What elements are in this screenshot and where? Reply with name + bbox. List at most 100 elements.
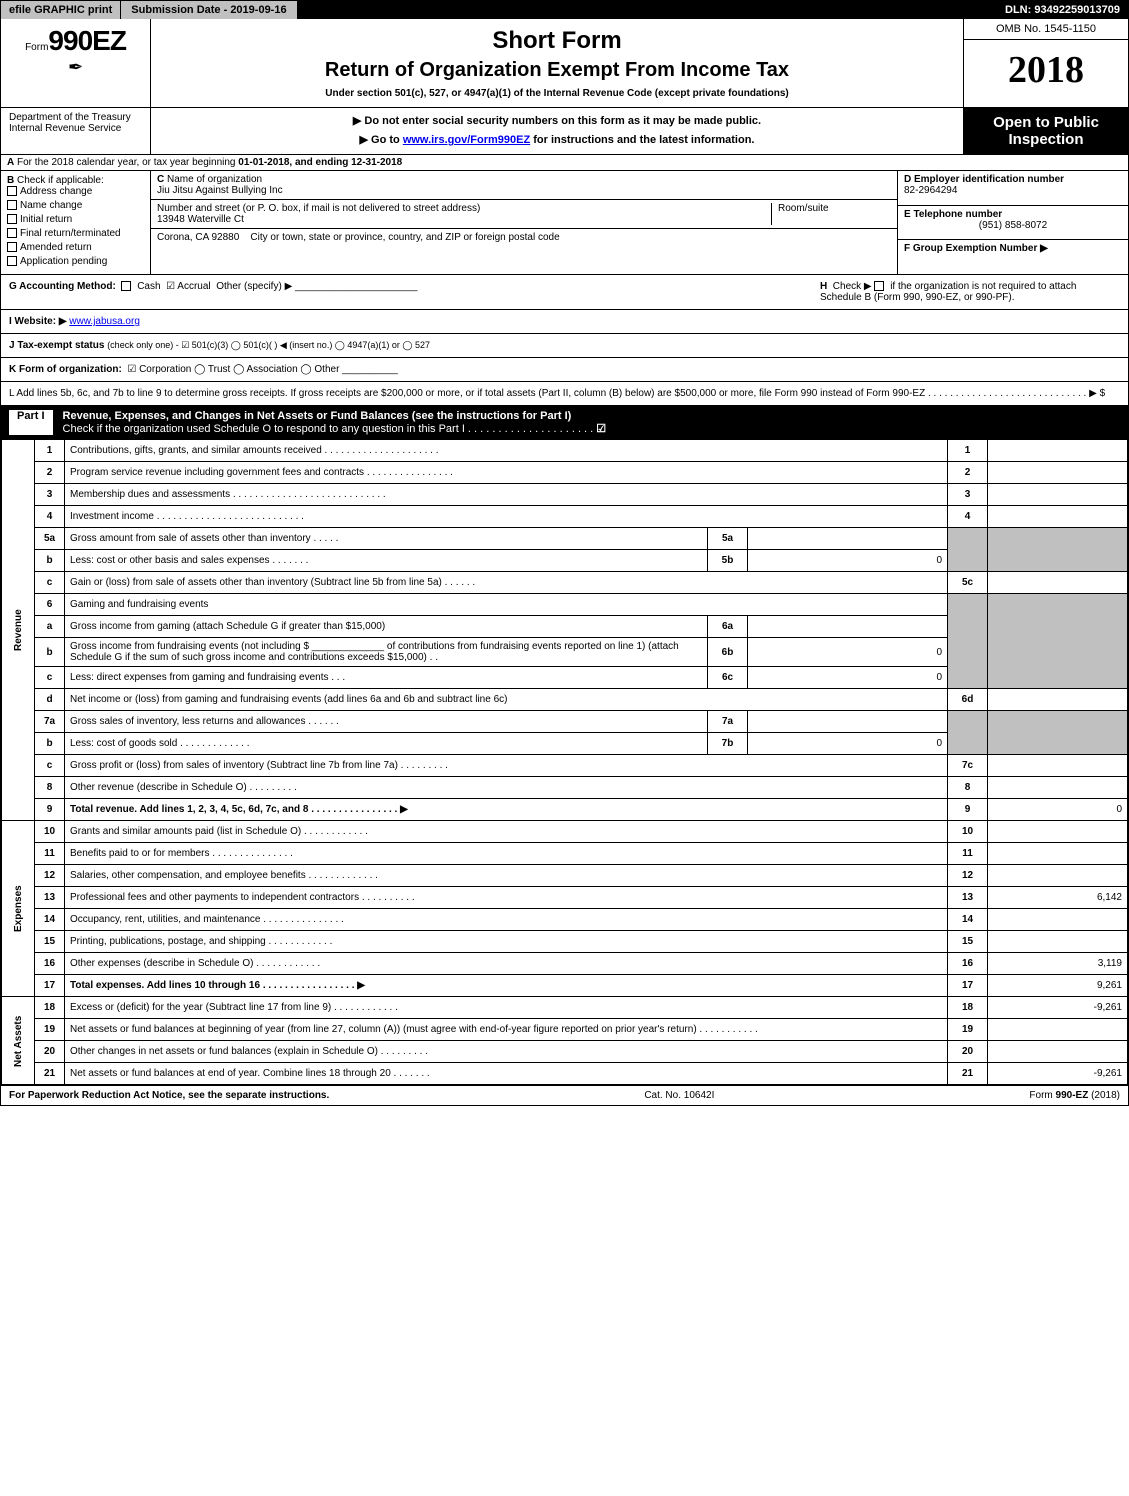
row-box: 17 — [948, 975, 988, 997]
row-amt: 9,261 — [988, 975, 1128, 997]
row-desc: Less: cost of goods sold . . . . . . . .… — [65, 733, 708, 755]
checkbox-icon[interactable] — [121, 281, 131, 291]
row-amt — [988, 1019, 1128, 1041]
row-num: 12 — [35, 865, 65, 887]
gray-cell — [988, 594, 1128, 689]
row-num: a — [35, 616, 65, 638]
row-amt — [988, 755, 1128, 777]
ein-value: 82-2964294 — [904, 185, 957, 196]
row-desc: Other expenses (describe in Schedule O) … — [65, 953, 948, 975]
row-amt — [988, 777, 1128, 799]
part-1-title: Revenue, Expenses, and Changes in Net As… — [63, 410, 572, 422]
row-desc: Contributions, gifts, grants, and simila… — [65, 440, 948, 462]
address-value: 13948 Waterville Ct — [157, 214, 244, 225]
chk-amended-return: Amended return — [20, 242, 92, 253]
checkbox-icon[interactable] — [7, 186, 17, 196]
row-box: 2 — [948, 462, 988, 484]
form-header: Form990EZ ✒ Short Form Return of Organiz… — [1, 19, 1128, 108]
row-num: 15 — [35, 931, 65, 953]
inner-box: 6a — [708, 616, 748, 638]
website-link[interactable]: www.jabusa.org — [69, 316, 140, 327]
checkbox-icon[interactable] — [7, 256, 17, 266]
row-num: 21 — [35, 1063, 65, 1085]
k-text: ☑ Corporation ◯ Trust ◯ Association ◯ Ot… — [127, 364, 339, 375]
checkbox-icon[interactable] — [874, 281, 884, 291]
row-num: 20 — [35, 1041, 65, 1063]
row-box: 12 — [948, 865, 988, 887]
row-desc: Benefits paid to or for members . . . . … — [65, 843, 948, 865]
row-desc-bold: Total revenue. Add lines 1, 2, 3, 4, 5c,… — [70, 804, 408, 815]
g-other: Other (specify) ▶ — [216, 281, 292, 292]
inner-amt: 0 — [748, 638, 948, 667]
row-amt — [988, 821, 1128, 843]
label-b: B — [7, 175, 14, 186]
row-box: 9 — [948, 799, 988, 821]
section-expenses: Expenses — [2, 821, 35, 997]
row-box: 1 — [948, 440, 988, 462]
row-num: 14 — [35, 909, 65, 931]
row-amt — [988, 931, 1128, 953]
address-label: Number and street (or P. O. box, if mail… — [157, 203, 480, 214]
row-amt: 6,142 — [988, 887, 1128, 909]
form-prefix: Form — [25, 42, 48, 53]
dept-irs: Internal Revenue Service — [9, 123, 142, 134]
row-desc: Gross sales of inventory, less returns a… — [65, 711, 708, 733]
row-num: 7a — [35, 711, 65, 733]
checkbox-icon[interactable] — [7, 200, 17, 210]
department-row: Department of the Treasury Internal Reve… — [1, 108, 1128, 155]
checkbox-icon[interactable] — [7, 242, 17, 252]
top-bar: efile GRAPHIC print Submission Date - 20… — [1, 1, 1128, 19]
g-cash: Cash — [137, 281, 160, 292]
inner-box: 7b — [708, 733, 748, 755]
gray-cell — [948, 711, 988, 755]
row-box: 16 — [948, 953, 988, 975]
inner-box: 5a — [708, 528, 748, 550]
row-num: b — [35, 550, 65, 572]
col-d: D Employer identification number 82-2964… — [898, 171, 1128, 274]
row-box: 10 — [948, 821, 988, 843]
row-num: 13 — [35, 887, 65, 909]
instruction-2-pre: ▶ Go to — [360, 134, 403, 146]
line-a-pre: For the 2018 calendar year, or tax year … — [17, 157, 238, 168]
inner-amt: 0 — [748, 667, 948, 689]
label-a: A — [7, 157, 14, 168]
row-box: 14 — [948, 909, 988, 931]
row-amt — [988, 865, 1128, 887]
row-box: 3 — [948, 484, 988, 506]
row-desc: Net assets or fund balances at beginning… — [65, 1019, 948, 1041]
row-amt — [988, 572, 1128, 594]
part-1-check-state: ☑ — [596, 423, 606, 435]
h-check: Check ▶ — [833, 281, 872, 292]
checkbox-icon[interactable] — [7, 228, 17, 238]
checkbox-icon[interactable] — [7, 214, 17, 224]
row-desc: Occupancy, rent, utilities, and maintena… — [65, 909, 948, 931]
row-desc-pre: Gross income from fundraising events (no… — [70, 641, 312, 652]
short-form-title: Short Form — [159, 27, 955, 55]
row-desc: Gross income from fundraising events (no… — [65, 638, 708, 667]
part-1-header: Part I Revenue, Expenses, and Changes in… — [1, 406, 1128, 439]
line-a: A For the 2018 calendar year, or tax yea… — [1, 155, 1128, 171]
row-box: 4 — [948, 506, 988, 528]
g-label: G Accounting Method: — [9, 281, 116, 292]
row-g-h: G Accounting Method: Cash ☑ Accrual Othe… — [1, 275, 1128, 310]
city-label: City or town, state or province, country… — [250, 232, 559, 243]
irs-link[interactable]: www.irs.gov/Form990EZ — [403, 134, 530, 146]
k-label: K Form of organization: — [9, 364, 122, 375]
city-value: Corona, CA 92880 — [157, 232, 239, 243]
h-label: H — [820, 281, 827, 292]
row-amt: 3,119 — [988, 953, 1128, 975]
row-j: J Tax-exempt status (check only one) - ☑… — [1, 334, 1128, 358]
dln-number: DLN: 93492259013709 — [997, 1, 1128, 19]
chk-address-change: Address change — [20, 186, 92, 197]
row-num: 9 — [35, 799, 65, 821]
subtitle: Under section 501(c), 527, or 4947(a)(1)… — [159, 88, 955, 99]
footer-right: Form 990-EZ (2018) — [1029, 1090, 1120, 1101]
i-label: I Website: ▶ — [9, 316, 67, 327]
row-num: 2 — [35, 462, 65, 484]
row-desc: Other changes in net assets or fund bala… — [65, 1041, 948, 1063]
row-box: 20 — [948, 1041, 988, 1063]
row-desc: Salaries, other compensation, and employ… — [65, 865, 948, 887]
inner-amt — [748, 616, 948, 638]
col-b-heading: Check if applicable: — [17, 175, 104, 186]
row-amt — [988, 462, 1128, 484]
